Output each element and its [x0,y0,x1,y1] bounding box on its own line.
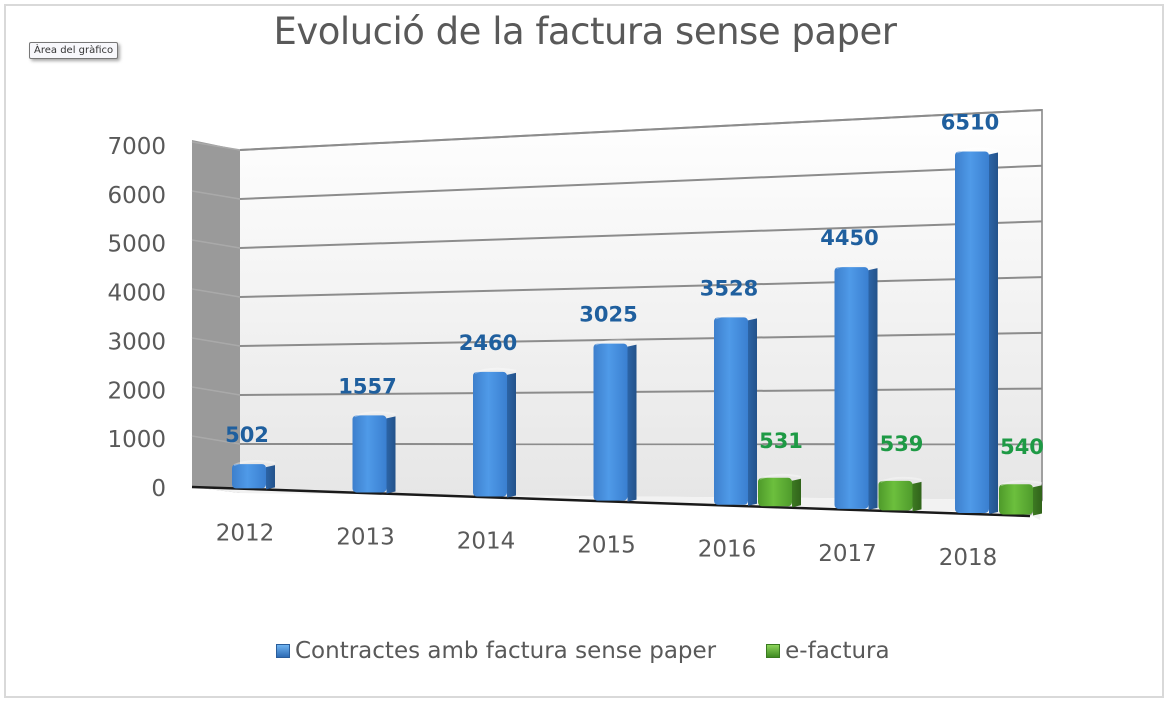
x-tick-label: 2014 [457,529,516,555]
x-tick-label: 2013 [336,524,395,550]
data-label: 4450 [820,226,878,250]
chart-title[interactable]: Evolució de la factura sense paper [273,10,897,53]
data-label: 3528 [700,276,758,300]
y-tick-label: 5000 [107,232,166,258]
x-axis[interactable]: 2012 2013 2014 2015 2016 2017 2018 [216,520,998,571]
y-tick-label: 3000 [107,329,166,355]
y-tick-label: 4000 [107,281,166,307]
y-tick-label: 6000 [107,183,166,209]
y-tick-label: 2000 [107,378,166,404]
x-tick-label: 2012 [216,520,275,546]
x-tick-label: 2018 [939,545,998,571]
bar-group[interactable] [473,367,517,498]
data-label: 1557 [338,374,396,398]
data-label: 531 [759,429,803,453]
data-label: 539 [880,432,924,456]
bar-group[interactable] [955,147,1043,516]
bar-group[interactable] [352,411,396,494]
bar-group[interactable] [714,313,802,508]
chart-area-tooltip: Àrea del gràfico [29,42,119,59]
x-tick-label: 2015 [577,533,636,559]
bar-group[interactable] [593,339,637,502]
blue-square-icon [276,644,290,658]
data-labels: 502 1557 2460 3025 3528 531 4450 539 6510 540 [225,110,1044,459]
legend-item-contractes[interactable]: Contractes amb factura sense paper [276,638,716,664]
green-square-icon [766,644,781,658]
y-tick-label: 7000 [107,134,166,160]
bar-group[interactable] [232,460,276,490]
data-label: 6510 [941,110,999,134]
gridlines [191,109,1043,446]
y-tick-label: 1000 [107,427,166,453]
y-tick-label: 0 [151,476,166,502]
x-tick-label: 2017 [818,541,877,567]
bars [232,147,1043,516]
data-label: 540 [1000,435,1044,459]
bar-group[interactable] [834,263,922,512]
legend-item-efactura[interactable]: e-factura [766,638,890,664]
x-tick-label: 2016 [698,537,757,563]
legend-label: Contractes amb factura sense paper [295,638,717,664]
data-label: 502 [225,423,269,447]
legend-label: e-factura [785,638,890,664]
data-label: 2460 [459,331,517,355]
legend[interactable]: Contractes amb factura sense paper e-fac… [276,638,940,664]
y-axis[interactable]: 0 1000 2000 3000 4000 5000 6000 7000 [107,134,166,502]
data-label: 3025 [579,303,637,327]
